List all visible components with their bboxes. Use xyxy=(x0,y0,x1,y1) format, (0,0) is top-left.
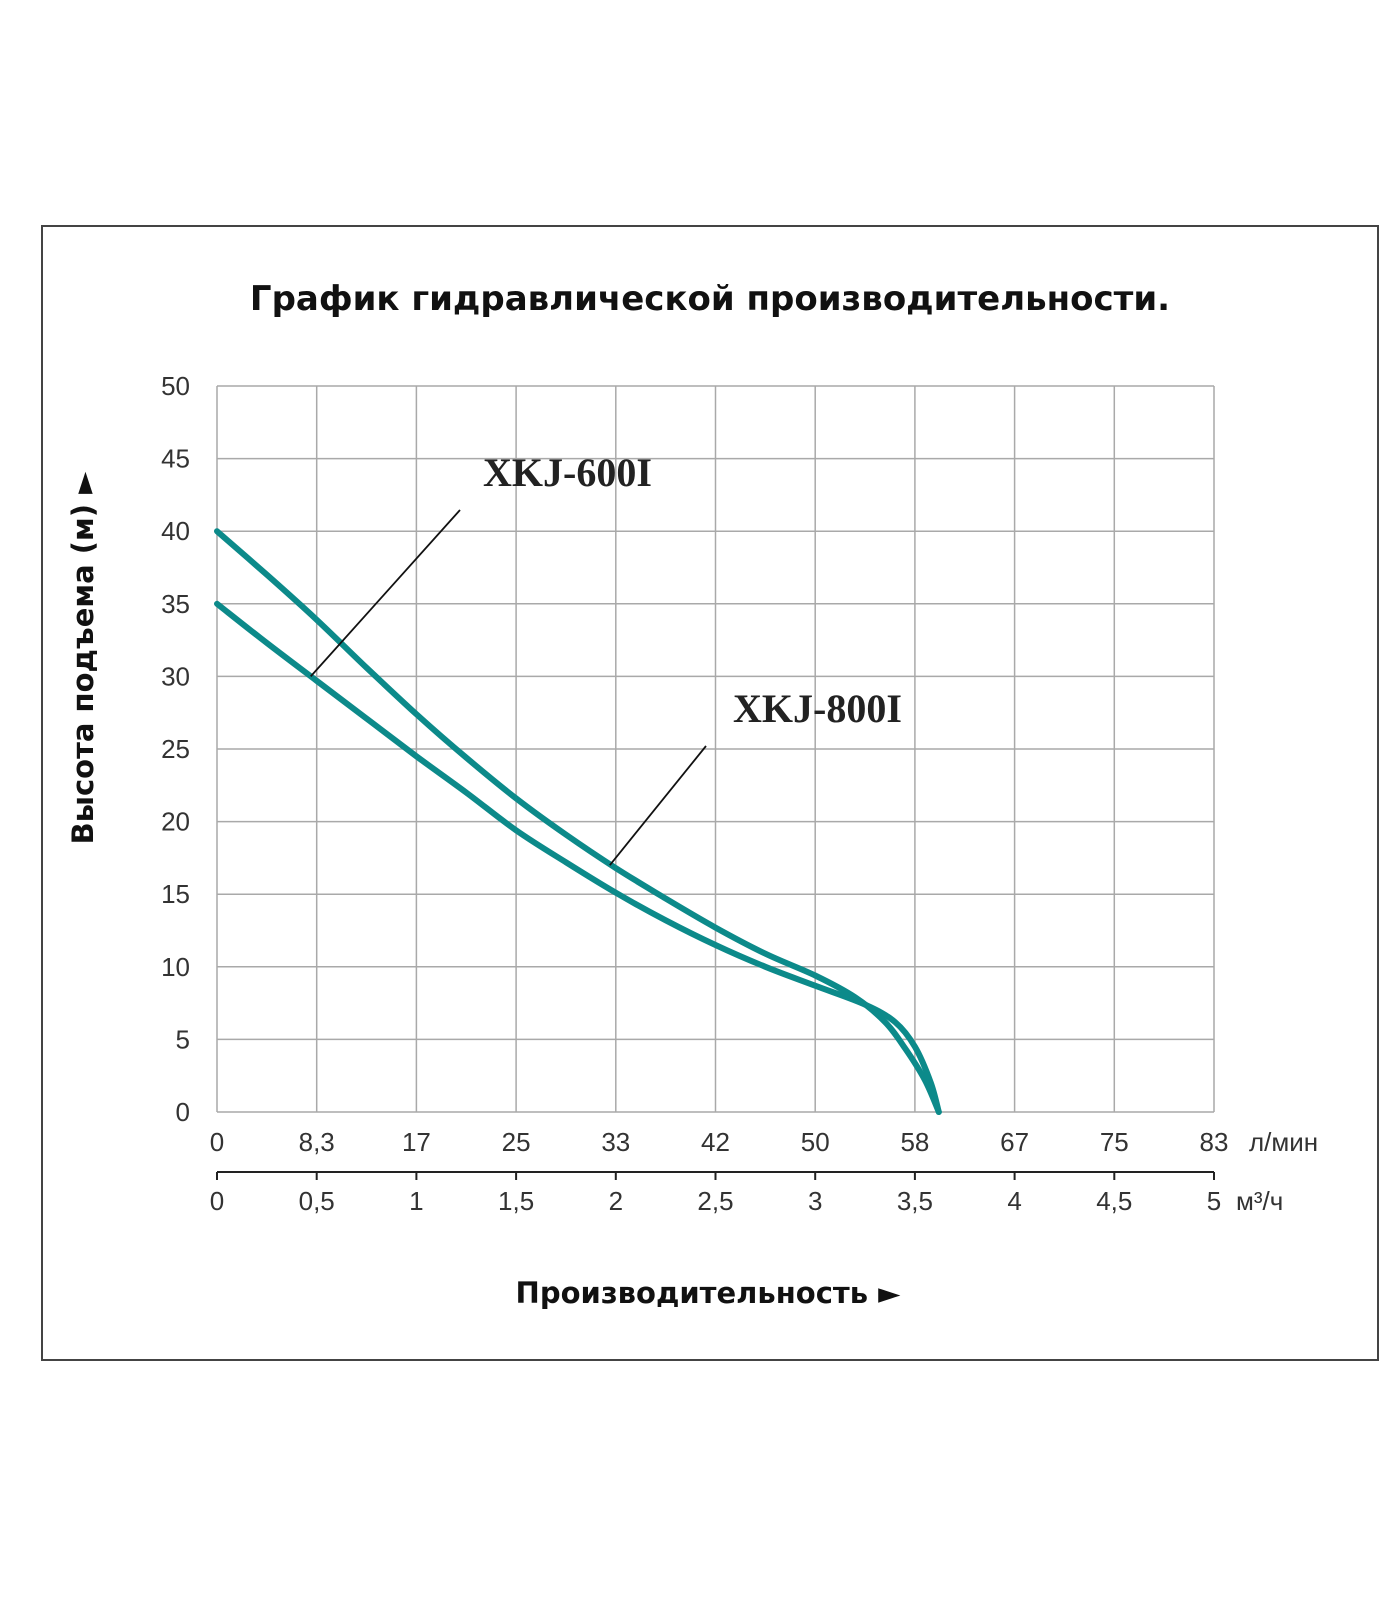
x-tick-label-m3h: 0 xyxy=(210,1186,224,1216)
x-tick-label-m3h: 1,5 xyxy=(498,1186,534,1216)
annotation-label: XKJ-800I xyxy=(733,686,902,731)
x-axis-title: Производительность ► xyxy=(516,1276,902,1310)
x-axes: 0 8,3 17 25 33 42 50 58 67 75 83 л/мин 0 0,5 1 1,5 2 2,5 3… xyxy=(210,1127,1318,1216)
y-tick-label: 20 xyxy=(161,807,190,837)
y-tick-labels: 0 5 10 15 20 25 30 35 40 45 50 xyxy=(161,371,190,1127)
x-tick-label-lmin: 8,3 xyxy=(299,1127,335,1157)
x-tick-label-lmin: 83 xyxy=(1200,1127,1229,1157)
x-tick-label-m3h: 5 xyxy=(1207,1186,1221,1216)
y-tick-label: 10 xyxy=(161,952,190,982)
series-annotations: XKJ-600I XKJ-800I xyxy=(310,450,902,866)
x-tick-label-lmin: 50 xyxy=(801,1127,830,1157)
x-unit-lmin: л/мин xyxy=(1249,1127,1318,1157)
x-tick-label-m3h: 4 xyxy=(1007,1186,1021,1216)
x-tick-label-m3h: 3,5 xyxy=(897,1186,933,1216)
series-curves xyxy=(214,528,942,1115)
chart-frame xyxy=(41,225,1379,1361)
annotation-leader xyxy=(609,745,707,866)
grid xyxy=(216,385,1215,1113)
y-tick-label: 50 xyxy=(161,371,190,401)
y-tick-label: 5 xyxy=(176,1024,190,1054)
x-tick-label-m3h: 1 xyxy=(409,1186,423,1216)
y-tick-label: 30 xyxy=(161,661,190,691)
y-tick-label: 45 xyxy=(161,444,190,474)
y-axis-title: Высота подъема (м) ► xyxy=(66,471,100,844)
chart-title: График гидравлической производительности… xyxy=(250,279,1170,319)
x-unit-m3h: м³/ч xyxy=(1236,1186,1283,1216)
x-tick-label-m3h: 2 xyxy=(609,1186,623,1216)
y-tick-label: 35 xyxy=(161,589,190,619)
x-tick-label-lmin: 75 xyxy=(1100,1127,1129,1157)
annotation-label: XKJ-600I xyxy=(483,450,652,495)
x-tick-label-m3h: 0,5 xyxy=(299,1186,335,1216)
x-tick-label-m3h: 2,5 xyxy=(697,1186,733,1216)
x-tick-label-lmin: 33 xyxy=(601,1127,630,1157)
x-tick-label-lmin: 25 xyxy=(502,1127,531,1157)
series-line-xkj-600i xyxy=(214,600,942,1115)
x-tick-label-lmin: 67 xyxy=(1000,1127,1029,1157)
x-tick-label-lmin: 58 xyxy=(900,1127,929,1157)
y-tick-label: 0 xyxy=(176,1097,190,1127)
y-tick-label: 15 xyxy=(161,879,190,909)
x-tick-label-m3h: 4,5 xyxy=(1096,1186,1132,1216)
series-line-xkj-800i xyxy=(214,528,942,1115)
x-tick-label-lmin: 0 xyxy=(210,1127,224,1157)
y-tick-label: 25 xyxy=(161,734,190,764)
x-tick-label-m3h: 3 xyxy=(808,1186,822,1216)
y-tick-label: 40 xyxy=(161,516,190,546)
annotation-leader xyxy=(310,509,461,678)
x-tick-label-lmin: 42 xyxy=(701,1127,730,1157)
x-tick-label-lmin: 17 xyxy=(402,1127,431,1157)
